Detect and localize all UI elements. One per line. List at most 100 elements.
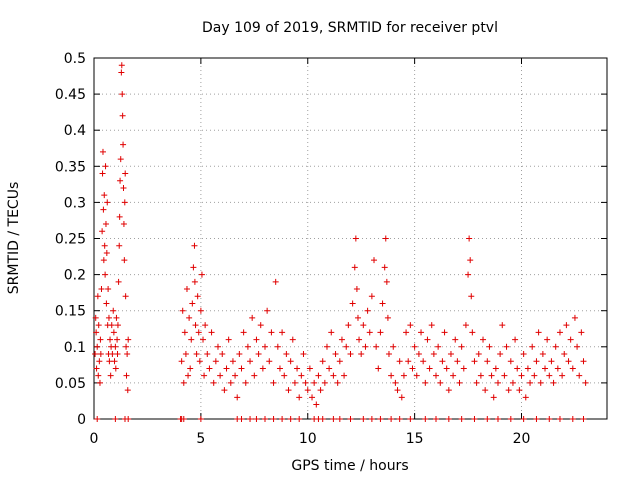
data-point bbox=[100, 257, 107, 264]
data-point bbox=[266, 358, 273, 365]
data-point bbox=[94, 293, 101, 300]
data-point bbox=[400, 372, 407, 379]
data-point bbox=[113, 314, 120, 321]
data-point bbox=[458, 416, 465, 422]
data-point bbox=[204, 351, 211, 358]
x-axis-ticks: 0 5 10 15 20 bbox=[90, 58, 530, 447]
data-point bbox=[114, 336, 121, 343]
data-point bbox=[382, 235, 389, 242]
data-point bbox=[287, 416, 294, 422]
data-point bbox=[92, 314, 99, 321]
data-point bbox=[326, 365, 333, 372]
data-point bbox=[494, 416, 501, 422]
data-point bbox=[106, 358, 113, 365]
data-point bbox=[578, 329, 585, 336]
data-point bbox=[259, 365, 266, 372]
data-point bbox=[582, 379, 589, 386]
data-point bbox=[296, 416, 303, 422]
data-point bbox=[125, 416, 132, 422]
data-point bbox=[185, 372, 192, 379]
data-point bbox=[375, 365, 382, 372]
data-point bbox=[520, 351, 527, 358]
data-point bbox=[385, 351, 392, 358]
data-point bbox=[537, 379, 544, 386]
data-point bbox=[565, 358, 572, 365]
data-point bbox=[407, 322, 414, 329]
y-tick-label: 0.5 bbox=[64, 51, 86, 67]
data-point bbox=[377, 329, 384, 336]
data-point bbox=[466, 235, 473, 242]
data-point bbox=[490, 394, 497, 401]
data-point bbox=[178, 358, 185, 365]
data-point bbox=[179, 307, 186, 314]
data-point bbox=[232, 372, 239, 379]
data-point bbox=[351, 264, 358, 271]
data-point bbox=[407, 416, 414, 422]
data-point bbox=[360, 416, 367, 422]
data-point bbox=[304, 387, 311, 394]
data-point bbox=[484, 416, 491, 422]
data-point bbox=[441, 329, 448, 336]
data-point bbox=[539, 351, 546, 358]
data-point bbox=[567, 336, 574, 343]
data-point bbox=[388, 372, 395, 379]
data-point bbox=[514, 365, 521, 372]
data-point bbox=[507, 358, 514, 365]
data-point bbox=[182, 351, 189, 358]
data-point bbox=[92, 351, 99, 358]
data-point bbox=[535, 329, 542, 336]
data-point bbox=[319, 416, 326, 422]
data-point bbox=[109, 351, 116, 358]
data-point bbox=[262, 416, 268, 422]
data-point bbox=[556, 416, 563, 422]
data-point bbox=[94, 343, 101, 350]
data-point bbox=[456, 379, 463, 386]
data-point bbox=[116, 213, 123, 220]
data-point bbox=[571, 314, 578, 321]
data-point bbox=[480, 336, 487, 343]
data-point bbox=[336, 358, 343, 365]
data-point bbox=[405, 358, 412, 365]
data-point bbox=[445, 416, 452, 422]
data-point bbox=[223, 365, 230, 372]
y-tick-label: 0.05 bbox=[55, 376, 86, 392]
data-point bbox=[114, 351, 121, 358]
data-point bbox=[345, 322, 352, 329]
data-point bbox=[93, 329, 100, 336]
y-tick-label: 0.2 bbox=[64, 268, 86, 284]
data-point bbox=[186, 314, 193, 321]
data-point bbox=[114, 322, 121, 329]
data-point bbox=[542, 365, 549, 372]
data-point bbox=[368, 293, 375, 300]
data-point bbox=[110, 307, 117, 314]
data-point bbox=[102, 163, 109, 170]
data-point bbox=[270, 416, 277, 422]
data-point bbox=[115, 278, 122, 285]
data-point bbox=[99, 148, 106, 155]
data-point bbox=[311, 379, 318, 386]
data-point bbox=[552, 343, 559, 350]
x-axis-label: GPS time / hours bbox=[291, 458, 408, 474]
data-point bbox=[475, 351, 482, 358]
y-axis-label: SRMTID / TECUs bbox=[6, 182, 22, 295]
data-point bbox=[291, 379, 298, 386]
data-point bbox=[196, 358, 203, 365]
data-point bbox=[452, 336, 459, 343]
data-point bbox=[180, 416, 187, 422]
data-point bbox=[121, 257, 128, 264]
data-point bbox=[426, 365, 433, 372]
data-point bbox=[352, 235, 359, 242]
data-point bbox=[319, 358, 326, 365]
data-point bbox=[229, 358, 236, 365]
y-tick-label: 0.3 bbox=[64, 195, 86, 211]
data-point bbox=[102, 221, 109, 228]
data-point bbox=[447, 351, 454, 358]
data-point bbox=[93, 365, 100, 372]
data-point bbox=[206, 365, 213, 372]
data-point bbox=[101, 192, 108, 199]
data-point bbox=[454, 358, 461, 365]
data-point bbox=[264, 307, 271, 314]
data-point bbox=[439, 358, 446, 365]
data-point bbox=[338, 336, 345, 343]
data-points bbox=[92, 62, 589, 422]
